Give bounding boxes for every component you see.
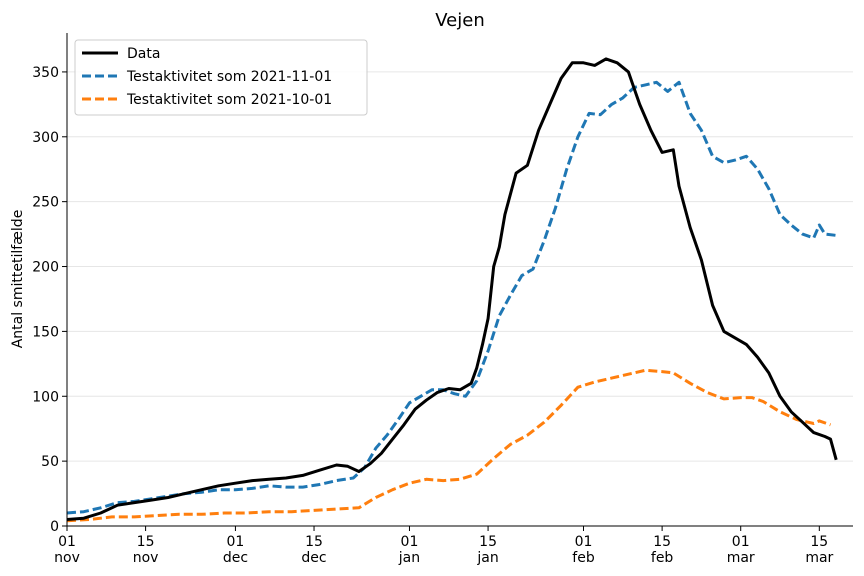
legend-label-1: Testaktivitet som 2021-11-01	[126, 69, 332, 85]
x-tick-day-4: 01	[401, 534, 419, 550]
axes	[66, 33, 853, 527]
grid	[67, 71, 853, 462]
x-tick-month-0: nov	[54, 550, 80, 566]
legend-box	[74, 39, 368, 116]
x-tick-month-4: jan	[398, 550, 420, 566]
series-line-0	[66, 57, 838, 521]
chart-title: Vejen	[435, 10, 484, 31]
y-axis-label: Antal smittetilfælde	[10, 210, 26, 349]
x-ticks: 01nov15nov01dec15dec01jan15jan01feb15feb…	[54, 526, 834, 566]
series-line-1	[66, 80, 837, 515]
x-tick-day-8: 01	[732, 534, 750, 550]
x-tick-month-7: feb	[651, 550, 674, 566]
y-tick-label-0: 0	[50, 519, 59, 535]
y-tick-label-150: 150	[32, 324, 59, 340]
x-tick-month-3: dec	[301, 550, 326, 566]
y-tick-label-250: 250	[32, 195, 59, 211]
y-tick-label-300: 300	[32, 130, 59, 146]
x-tick-day-3: 15	[305, 534, 323, 550]
x-tick-month-1: nov	[133, 550, 159, 566]
x-tick-month-5: jan	[476, 550, 498, 566]
series-layer	[66, 57, 838, 523]
series-line-2	[66, 368, 831, 523]
x-tick-month-6: feb	[572, 550, 595, 566]
x-tick-day-1: 15	[137, 534, 155, 550]
y-tick-label-100: 100	[32, 389, 59, 405]
y-tick-label-50: 50	[41, 454, 59, 470]
x-tick-month-2: dec	[223, 550, 248, 566]
x-tick-day-7: 15	[653, 534, 671, 550]
legend-label-2: Testaktivitet som 2021-10-01	[126, 92, 332, 108]
legend: Data Testaktivitet som 2021-11-01 Testakti…	[74, 39, 368, 116]
x-tick-day-0: 01	[58, 534, 76, 550]
x-tick-day-9: 15	[810, 534, 828, 550]
x-tick-day-5: 15	[479, 534, 497, 550]
y-tick-label-350: 350	[32, 65, 59, 81]
legend-label-0: Data	[127, 46, 160, 62]
x-tick-day-6: 01	[575, 534, 593, 550]
x-tick-day-2: 01	[227, 534, 245, 550]
x-tick-month-8: mar	[727, 550, 755, 566]
x-tick-month-9: mar	[805, 550, 833, 566]
y-tick-label-200: 200	[32, 260, 59, 276]
y-ticks: 0 50 100 150 200 250 300 350	[32, 65, 67, 535]
